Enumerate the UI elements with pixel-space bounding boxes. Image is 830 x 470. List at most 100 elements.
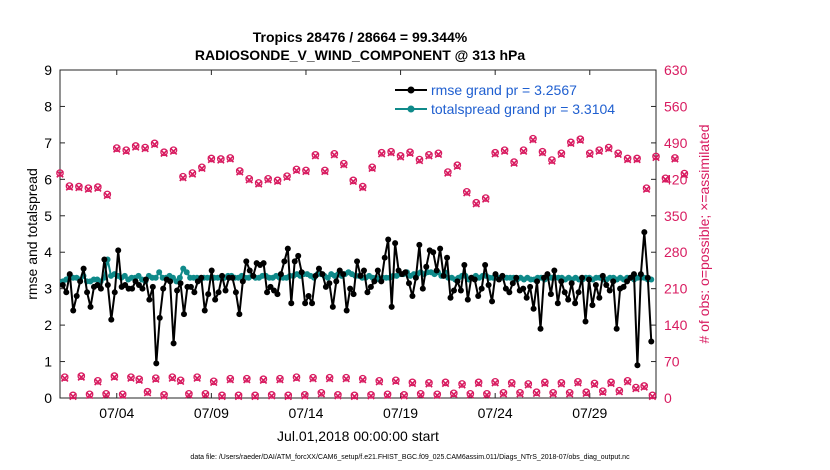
rmse-point [388,303,395,310]
rmse-point [329,303,336,310]
obs-possible-point [131,142,140,150]
obs-possible-point [273,176,282,185]
rmse-point [80,265,87,272]
obs-possible-point [65,182,74,190]
rmse-point [620,283,627,290]
obs-assimilated-point [69,392,77,401]
totalspread-point [156,269,163,276]
rmse-point [250,272,257,279]
obs-possible-point [491,378,500,386]
rmse-point [288,300,295,307]
obs-possible-point [472,198,481,207]
rmse-point [544,271,551,278]
obs-possible-point [604,143,613,152]
obs-assimilated-point [367,392,375,400]
obs-assimilated-point [150,140,159,149]
obs-assimilated-point [541,379,549,388]
obs-possible-point [292,373,301,382]
totalspread-point [176,274,183,281]
rmse-point [513,274,520,281]
rmse-point [561,289,568,296]
obs-assimilated-point [614,150,622,159]
rmse-point [77,278,84,285]
obs-assimilated-point [85,391,94,400]
obs-possible-point [127,373,135,382]
obs-possible-point [585,149,594,158]
rmse-point [208,267,215,274]
obs-possible-point [317,388,326,397]
obs-possible-point [188,169,197,177]
obs-possible-point [93,376,102,385]
obs-assimilated-point [434,150,443,159]
obs-possible-point [60,373,69,382]
obs-possible-point [207,154,216,163]
obs-possible-point [538,147,547,156]
obs-possible-point [309,373,317,382]
obs-assimilated-point [217,156,225,164]
rmse-point [70,307,77,314]
obs-assimilated-point [466,391,475,399]
rmse-point [419,285,426,292]
obs-possible-point [56,169,64,177]
rmse-point [274,291,281,298]
obs-assimilated-point [590,380,599,389]
totalspread-point [152,274,159,281]
rmse-point [205,291,212,298]
rmse-point [572,300,579,307]
rmse-point [450,287,457,294]
obs-possible-point [110,372,119,380]
obs-assimilated-point [254,180,263,188]
obs-possible-point [122,146,131,155]
x-axis-ticks: 07/04 07/09 07/14 07/19 07/24 07/29 [99,70,608,421]
obs-assimilated-point [680,170,689,179]
obs-possible-point [507,379,516,387]
obs-possible-point [339,159,348,168]
obs-possible-point [69,391,77,400]
rmse-point [222,287,229,294]
obs-assimilated-point [368,164,376,173]
rmse-point [232,289,239,296]
obs-assimilated-point [507,380,516,388]
obs-assimilated-point [188,170,197,178]
obs-possible-point [406,148,414,157]
obs-assimilated-point [491,150,499,158]
rmse-point [319,271,326,278]
rmse-point [534,278,541,285]
obs-assimilated-point [350,392,359,401]
rmse-point [499,272,506,279]
obs-assimilated-point [623,155,632,164]
rmse-point [385,236,392,243]
obs-possible-point [466,389,475,398]
left-tick-label: 3 [44,281,52,297]
obs-assimilated-point [110,373,119,381]
obs-possible-point [661,174,670,183]
obs-possible-point [598,387,607,396]
obs-possible-point [391,376,400,385]
left-tick-label: 6 [44,171,52,187]
rmse-point [482,261,489,268]
rmse-point [264,289,271,296]
obs-possible-point [648,391,657,400]
obs-possible-point [267,391,276,399]
rmse-point [302,300,309,307]
obs-possible-point [444,168,452,176]
obs-assimilated-point [84,185,93,193]
obs-assimilated-point [65,183,74,191]
obs-assimilated-point [453,162,462,171]
obs-assimilated-point [118,391,127,400]
obs-assimilated-point [152,375,160,384]
obs-possible-point [251,391,259,400]
obs-possible-point [623,154,632,163]
obs-assimilated-point [604,144,613,153]
rmse-point [354,258,361,265]
obs-assimilated-point [251,392,259,401]
obs-assimilated-point [615,387,624,396]
rmse-point [367,283,374,290]
rmse-point [174,287,181,294]
legend: rmse grand pr = 3.2567 totalspread grand… [395,82,615,117]
obs-possible-point [218,391,226,400]
rmse-point [305,292,312,299]
rmse-point [350,291,357,298]
rmse-point [405,280,412,287]
